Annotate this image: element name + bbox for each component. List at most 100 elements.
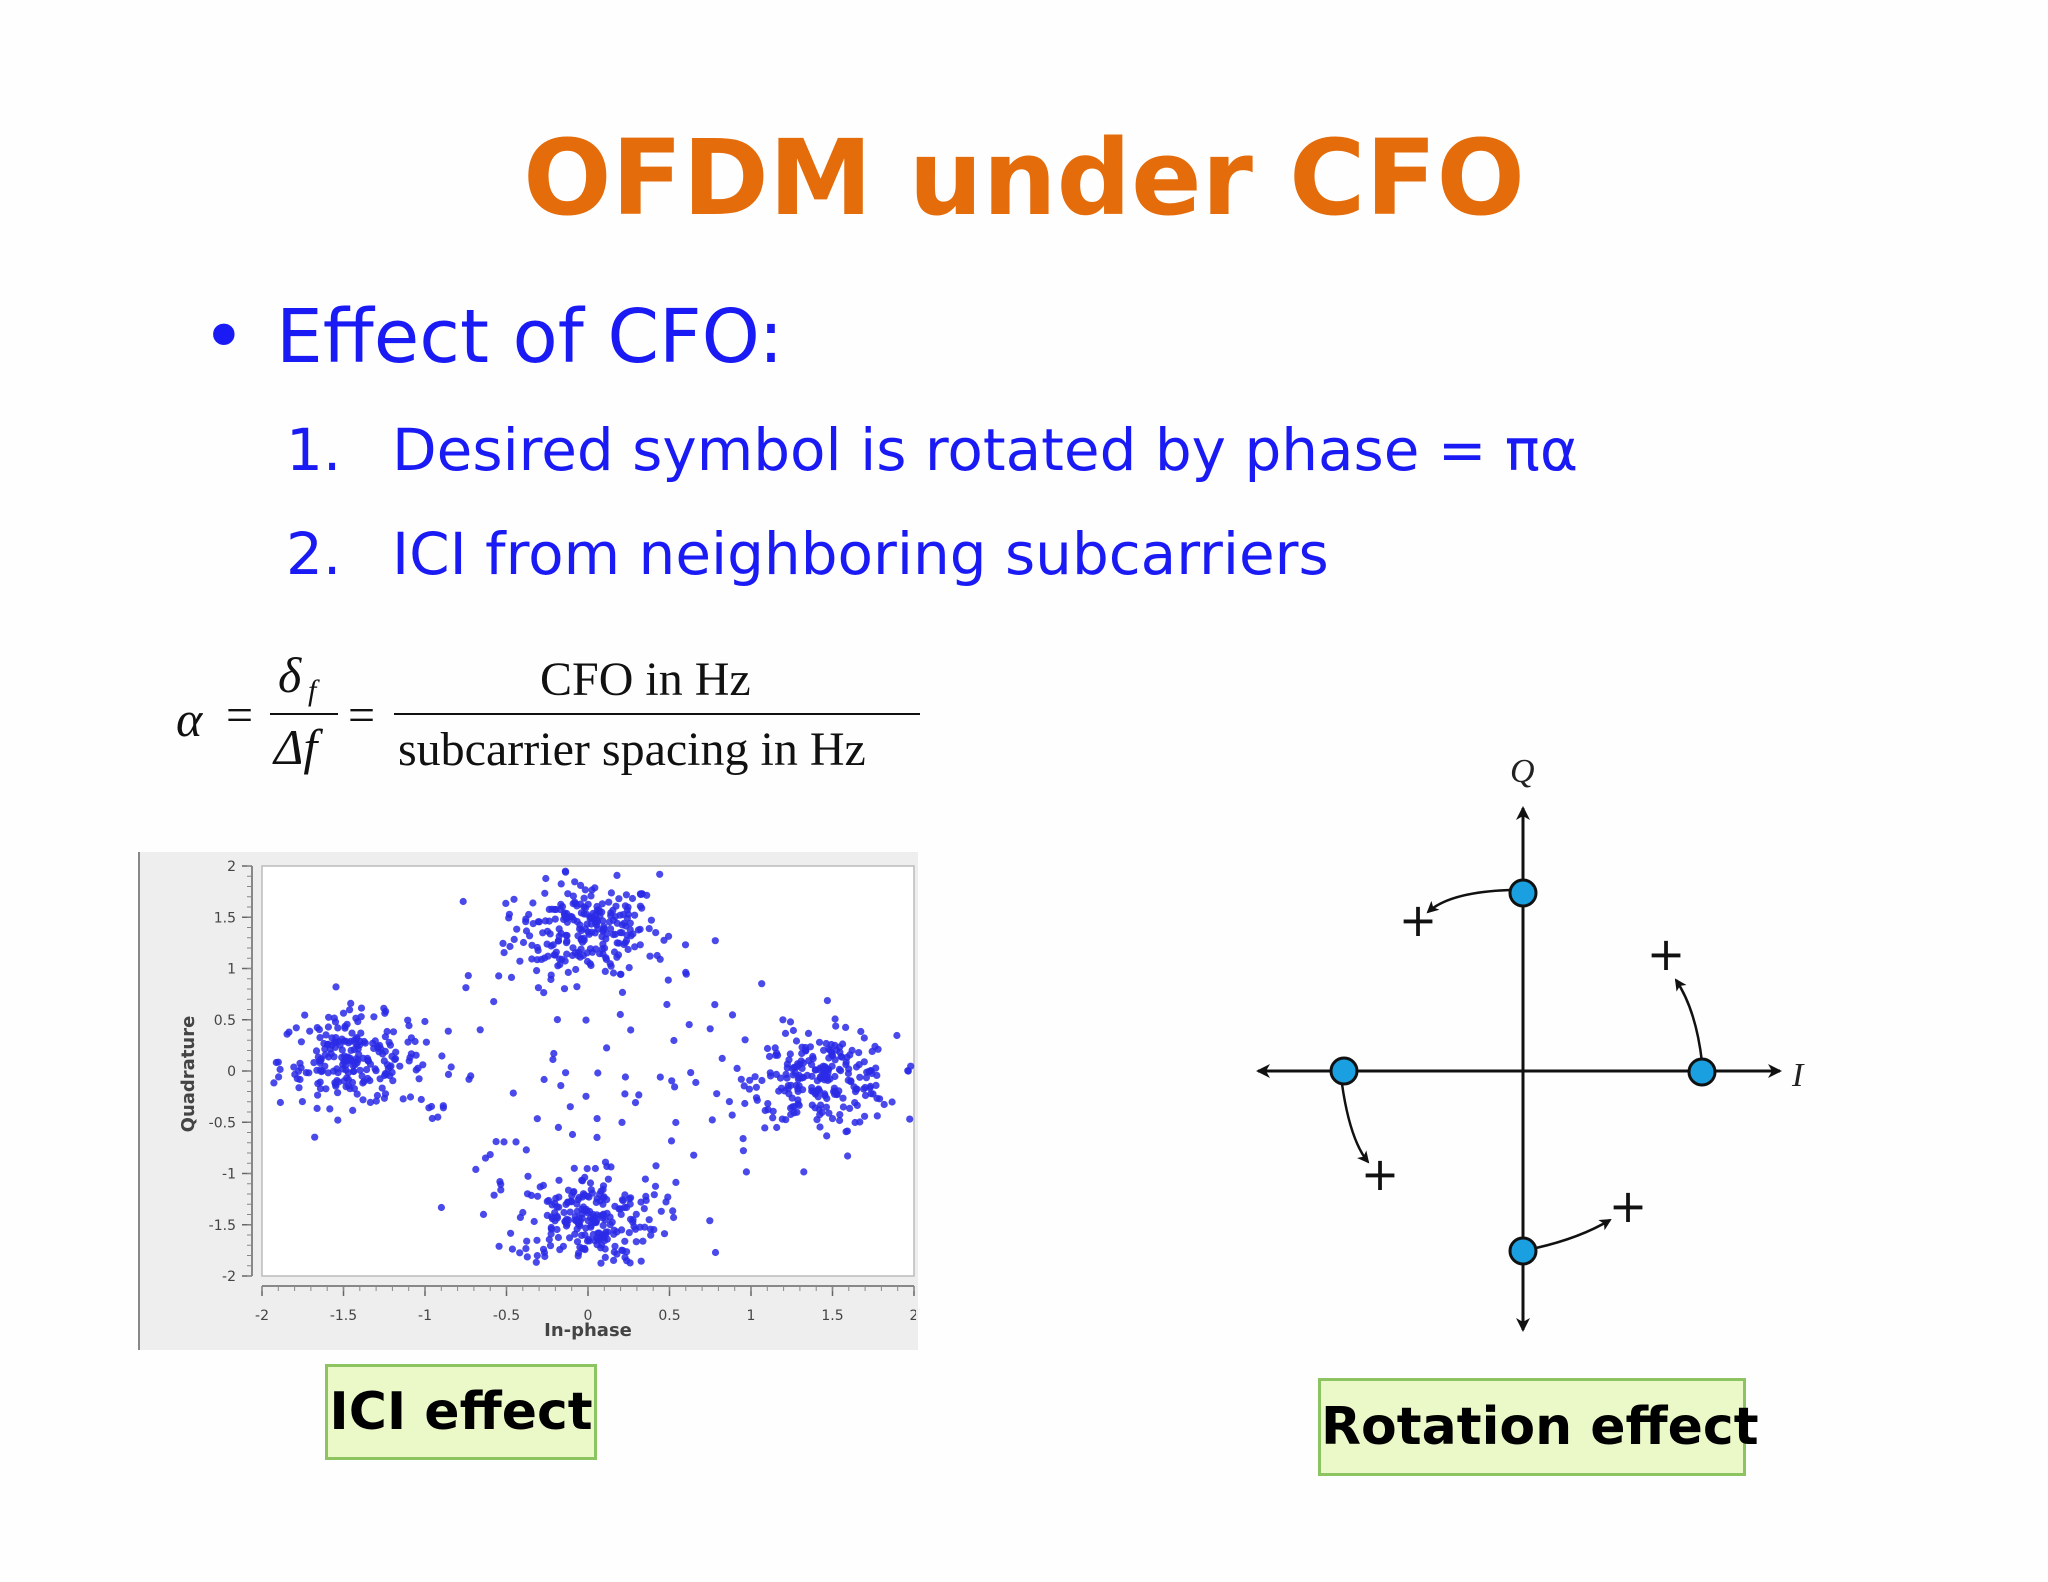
- scatter-point: [406, 1053, 414, 1062]
- scatter-point: [614, 951, 623, 959]
- scatter-point: [276, 1065, 284, 1073]
- scatter-point: [739, 1135, 747, 1143]
- scatter-point: [839, 1040, 847, 1048]
- scatter-point: [562, 868, 570, 876]
- scatter-point: [624, 945, 632, 954]
- scatter-point: [773, 1123, 781, 1132]
- scatter-point: [399, 1095, 407, 1103]
- scatter-point: [343, 1020, 351, 1028]
- scatter-point: [830, 1084, 839, 1092]
- scatter-point: [619, 1247, 627, 1255]
- scatter-point: [671, 1083, 679, 1091]
- scatter-point: [534, 984, 542, 992]
- scatter-point: [356, 1066, 364, 1074]
- scatter-point: [380, 1094, 388, 1102]
- scatter-point: [860, 1034, 868, 1042]
- item-text: Desired symbol is rotated by phase = πα: [392, 416, 1579, 484]
- scatter-point: [769, 1114, 777, 1122]
- scatter-point: [389, 1028, 398, 1036]
- scatter-point: [554, 1123, 562, 1131]
- scatter-point: [519, 938, 528, 947]
- scatter-point: [539, 1181, 547, 1189]
- scatter-point: [866, 1082, 875, 1090]
- scatter-point: [377, 1045, 385, 1053]
- scatter-point: [851, 1118, 859, 1127]
- scatter-point: [853, 1101, 861, 1109]
- scatter-point: [585, 1237, 593, 1245]
- scatter-point: [607, 912, 615, 920]
- scatter-point: [844, 1069, 853, 1078]
- scatter-point: [728, 1011, 737, 1019]
- scatter-point: [523, 1237, 531, 1245]
- scatter-point: [555, 925, 563, 933]
- x-axis-label: In-phase: [544, 1320, 632, 1341]
- scatter-point: [847, 1077, 855, 1085]
- scatter-point: [425, 1104, 433, 1112]
- scatter-point: [434, 1113, 442, 1121]
- scatter-point: [669, 1207, 677, 1215]
- scatter-point: [366, 1098, 374, 1106]
- scatter-point: [711, 1248, 720, 1257]
- scatter-point: [533, 1236, 541, 1244]
- scatter-point: [499, 939, 507, 947]
- scatter-point: [741, 1036, 749, 1044]
- scatter-point: [613, 939, 621, 947]
- scatter-point: [636, 902, 644, 910]
- scatter-point: [820, 1046, 828, 1054]
- scatter-point: [848, 1046, 856, 1054]
- scatter-point: [621, 1253, 629, 1261]
- scatter-point: [642, 1192, 650, 1200]
- scatter-point: [563, 950, 571, 958]
- x-tick-label: -2: [255, 1308, 269, 1324]
- scatter-point: [578, 1231, 586, 1239]
- scatter-point: [586, 1179, 595, 1187]
- scatter-point: [825, 1109, 833, 1117]
- scatter-point: [766, 1069, 774, 1077]
- y-tick-label: -0.5: [209, 1115, 236, 1131]
- scatter-point: [617, 970, 625, 978]
- constellation-scatter-plot: -2 -1.5 -1 -0.5 0 0.5 1 1.5 2 2 1.5 1 0.5 0 -0.5 -1 -1.5…: [138, 852, 918, 1350]
- y-tick-label: -1.5: [209, 1218, 236, 1234]
- scatter-point: [270, 1079, 278, 1087]
- formula-denominator: subcarrier spacing in Hz: [398, 723, 866, 776]
- scatter-point: [380, 1057, 388, 1065]
- scatter-point: [813, 1116, 821, 1124]
- scatter-point: [602, 935, 610, 943]
- scatter-point: [569, 892, 577, 900]
- scatter-point: [835, 1065, 844, 1073]
- fraction-bar: [270, 713, 338, 715]
- scatter-point: [844, 1152, 852, 1160]
- scatter-point: [546, 930, 554, 938]
- rotated-symbol-marker: +: [1361, 1147, 1400, 1201]
- scatter-point: [623, 931, 631, 939]
- scatter-point: [578, 1176, 586, 1184]
- scatter-point: [550, 1049, 558, 1058]
- scatter-point: [534, 1192, 542, 1200]
- scatter-point: [650, 1226, 658, 1234]
- scatter-point: [618, 1226, 626, 1234]
- scatter-point: [311, 1133, 319, 1141]
- scatter-point: [862, 1074, 871, 1082]
- scatter-point: [599, 1221, 607, 1230]
- scatter-point: [576, 900, 585, 908]
- scatter-point: [607, 889, 615, 897]
- scatter-point: [447, 1063, 455, 1071]
- scatter-point: [742, 1168, 751, 1176]
- scatter-point: [782, 1070, 790, 1078]
- scatter-point: [868, 1047, 876, 1055]
- scatter-point: [342, 1066, 350, 1074]
- scatter-point: [334, 1069, 342, 1077]
- scatter-point: [808, 1101, 816, 1109]
- scatter-point: [791, 1069, 799, 1077]
- scatter-point: [530, 1217, 538, 1226]
- scatter-point: [589, 1230, 597, 1239]
- scatter-point: [616, 911, 624, 919]
- scatter-point: [711, 1001, 719, 1009]
- y-tick-label: 1.5: [214, 910, 236, 926]
- scatter-point: [500, 949, 508, 957]
- q-axis-label: Q: [1510, 753, 1535, 790]
- scatter-point: [576, 953, 584, 961]
- scatter-point: [804, 1029, 813, 1037]
- rotation-arrow: [1674, 978, 1704, 1063]
- scatter-point: [406, 1093, 415, 1101]
